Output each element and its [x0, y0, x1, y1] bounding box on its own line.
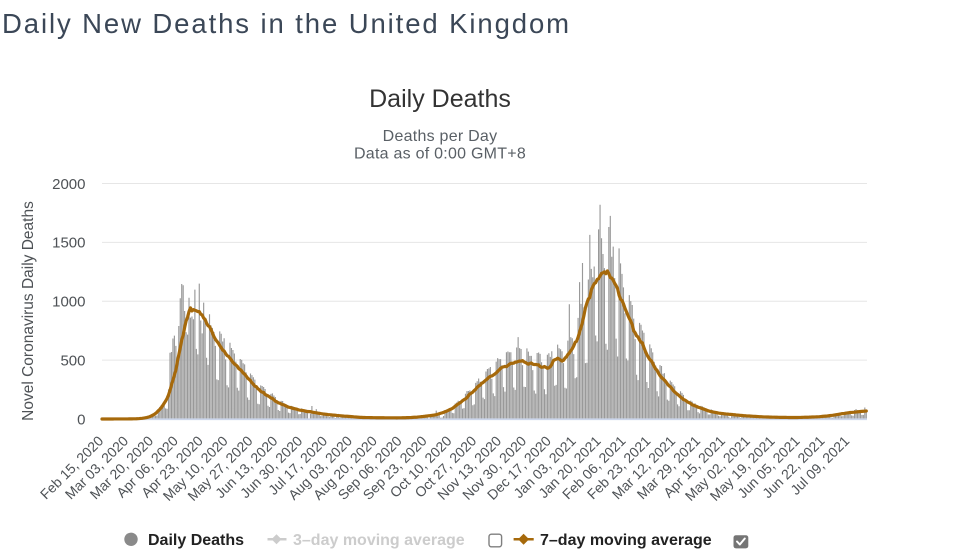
svg-text:2000: 2000	[52, 176, 85, 193]
svg-text:Deaths per Day: Deaths per Day	[383, 128, 498, 145]
svg-text:7–day moving average: 7–day moving average	[540, 532, 712, 549]
svg-text:Data as of 0:00 GMT+8: Data as of 0:00 GMT+8	[354, 146, 526, 163]
svg-text:1000: 1000	[52, 294, 85, 311]
svg-text:Daily New Deaths in the United: Daily New Deaths in the United Kingdom	[2, 8, 571, 39]
svg-text:Daily Deaths: Daily Deaths	[148, 532, 244, 549]
svg-text:Novel Coronavirus Daily Deaths: Novel Coronavirus Daily Deaths	[20, 201, 37, 421]
svg-text:0: 0	[77, 411, 85, 428]
svg-text:1500: 1500	[52, 235, 85, 252]
svg-text:500: 500	[60, 352, 85, 369]
svg-text:Daily Deaths: Daily Deaths	[369, 85, 511, 113]
svg-text:3–day moving average: 3–day moving average	[293, 532, 465, 549]
